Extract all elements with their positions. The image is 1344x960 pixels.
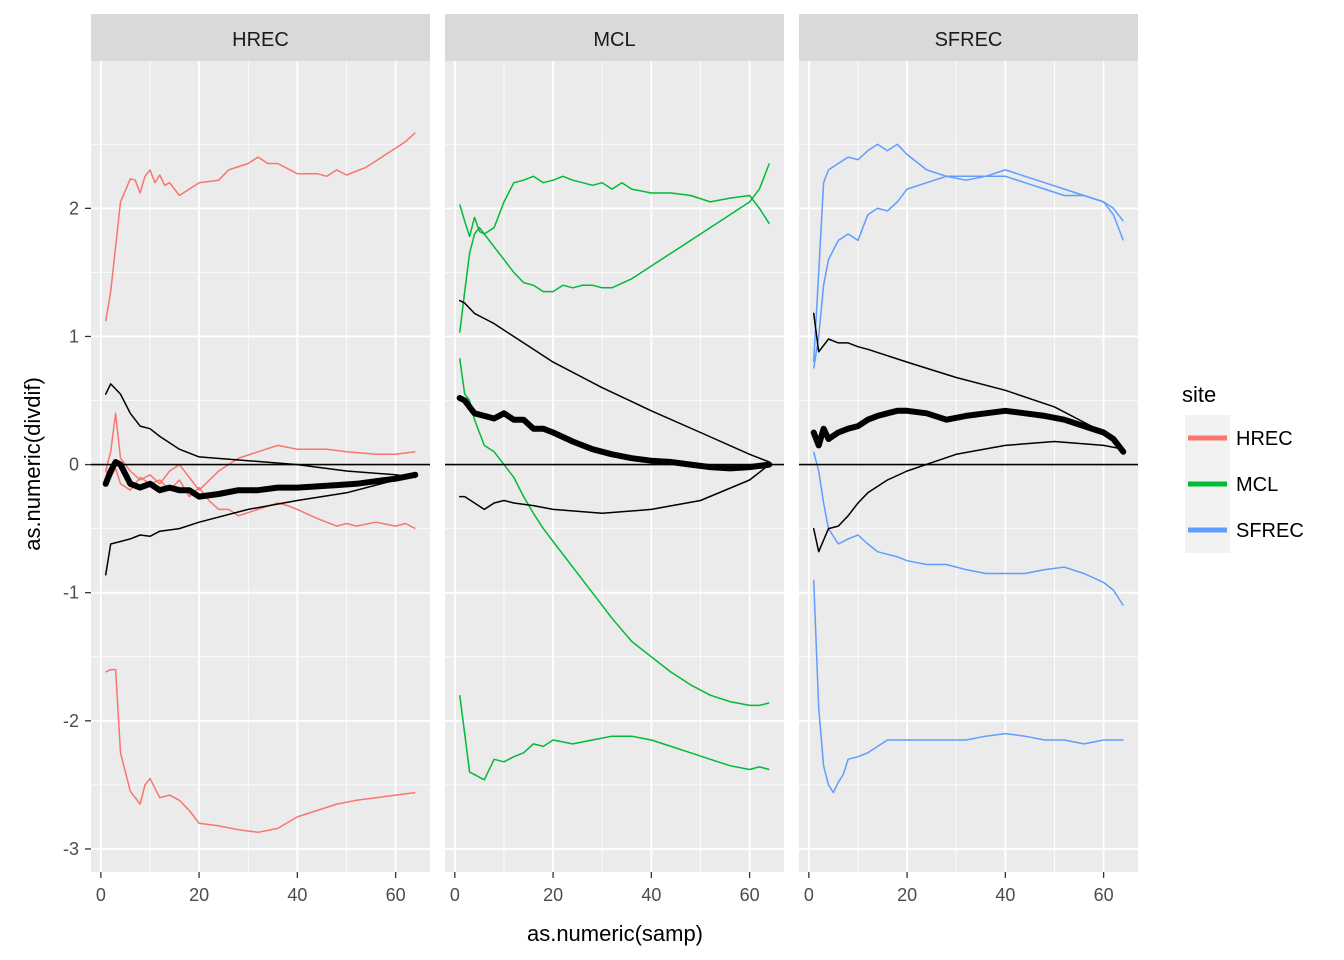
y-tick-label: -1	[63, 583, 79, 603]
x-tick-label: 60	[386, 885, 406, 905]
mean-line	[810, 407, 1127, 455]
facet-strip	[445, 14, 784, 61]
series-line-hrec	[104, 132, 416, 322]
x-tick-label: 0	[450, 885, 460, 905]
series-line-sfrec	[812, 143, 1124, 363]
x-tick-label: 20	[897, 885, 917, 905]
legend-label: HREC	[1236, 428, 1293, 450]
bound-line	[812, 440, 1125, 553]
x-axis-label: as.numeric(samp)	[527, 921, 703, 946]
series-line-hrec	[105, 668, 416, 834]
facet-strip	[799, 14, 1138, 61]
panel-hrec: HREC 0 20 40 60	[91, 14, 446, 905]
y-tick-label: 0	[69, 455, 79, 475]
x-tick-label: 0	[804, 885, 814, 905]
x-tick-label: 20	[189, 885, 209, 905]
y-axis: -3 -2 -1 0 1 2	[63, 198, 91, 859]
legend-label: SFREC	[1236, 520, 1304, 542]
x-tick-label: 40	[287, 885, 307, 905]
bound-line	[104, 383, 417, 479]
panel-background	[91, 61, 430, 872]
series-line-mcl	[458, 175, 770, 238]
series-line-mcl	[458, 695, 770, 781]
mean-line	[102, 459, 419, 500]
facet-strip	[91, 14, 430, 61]
y-tick-label: -3	[63, 839, 79, 859]
facet-label: MCL	[593, 29, 635, 51]
legend: site HREC MCL SFREC	[1182, 382, 1304, 553]
legend-label: MCL	[1236, 474, 1278, 496]
series-line-sfrec	[812, 579, 1124, 794]
series-line-mcl	[458, 358, 770, 707]
y-tick-label: 2	[69, 198, 79, 218]
x-tick-label: 60	[740, 885, 760, 905]
x-tick-label: 20	[543, 885, 563, 905]
mean-line	[456, 395, 773, 472]
bound-line	[104, 474, 417, 576]
series-line-sfrec	[812, 451, 1124, 606]
x-tick-label: 40	[641, 885, 661, 905]
x-tick-label: 0	[96, 885, 106, 905]
facet-label: HREC	[232, 29, 289, 51]
bound-line	[458, 299, 771, 463]
y-tick-label: -2	[63, 711, 79, 731]
x-tick-label: 60	[1094, 885, 1114, 905]
bound-line	[812, 312, 1125, 450]
x-tick-label: 40	[995, 885, 1015, 905]
series-line-mcl	[458, 163, 770, 333]
panel-sfrec: SFREC 0 20 40 60	[799, 14, 1154, 905]
series-line-sfrec	[812, 175, 1124, 369]
panel-mcl: MCL 0 20 40 60	[445, 14, 800, 905]
legend-title: site	[1182, 382, 1216, 407]
y-axis-label: as.numeric(divdif)	[20, 377, 45, 551]
panel-background	[799, 61, 1138, 872]
bound-line	[458, 463, 771, 515]
chart-panels: HREC 0 20 40 60 MCL 0 20 40 60 SFREC 0 20 40 60	[91, 14, 1154, 905]
y-tick-label: 1	[69, 326, 79, 346]
facet-label: SFREC	[935, 29, 1003, 51]
